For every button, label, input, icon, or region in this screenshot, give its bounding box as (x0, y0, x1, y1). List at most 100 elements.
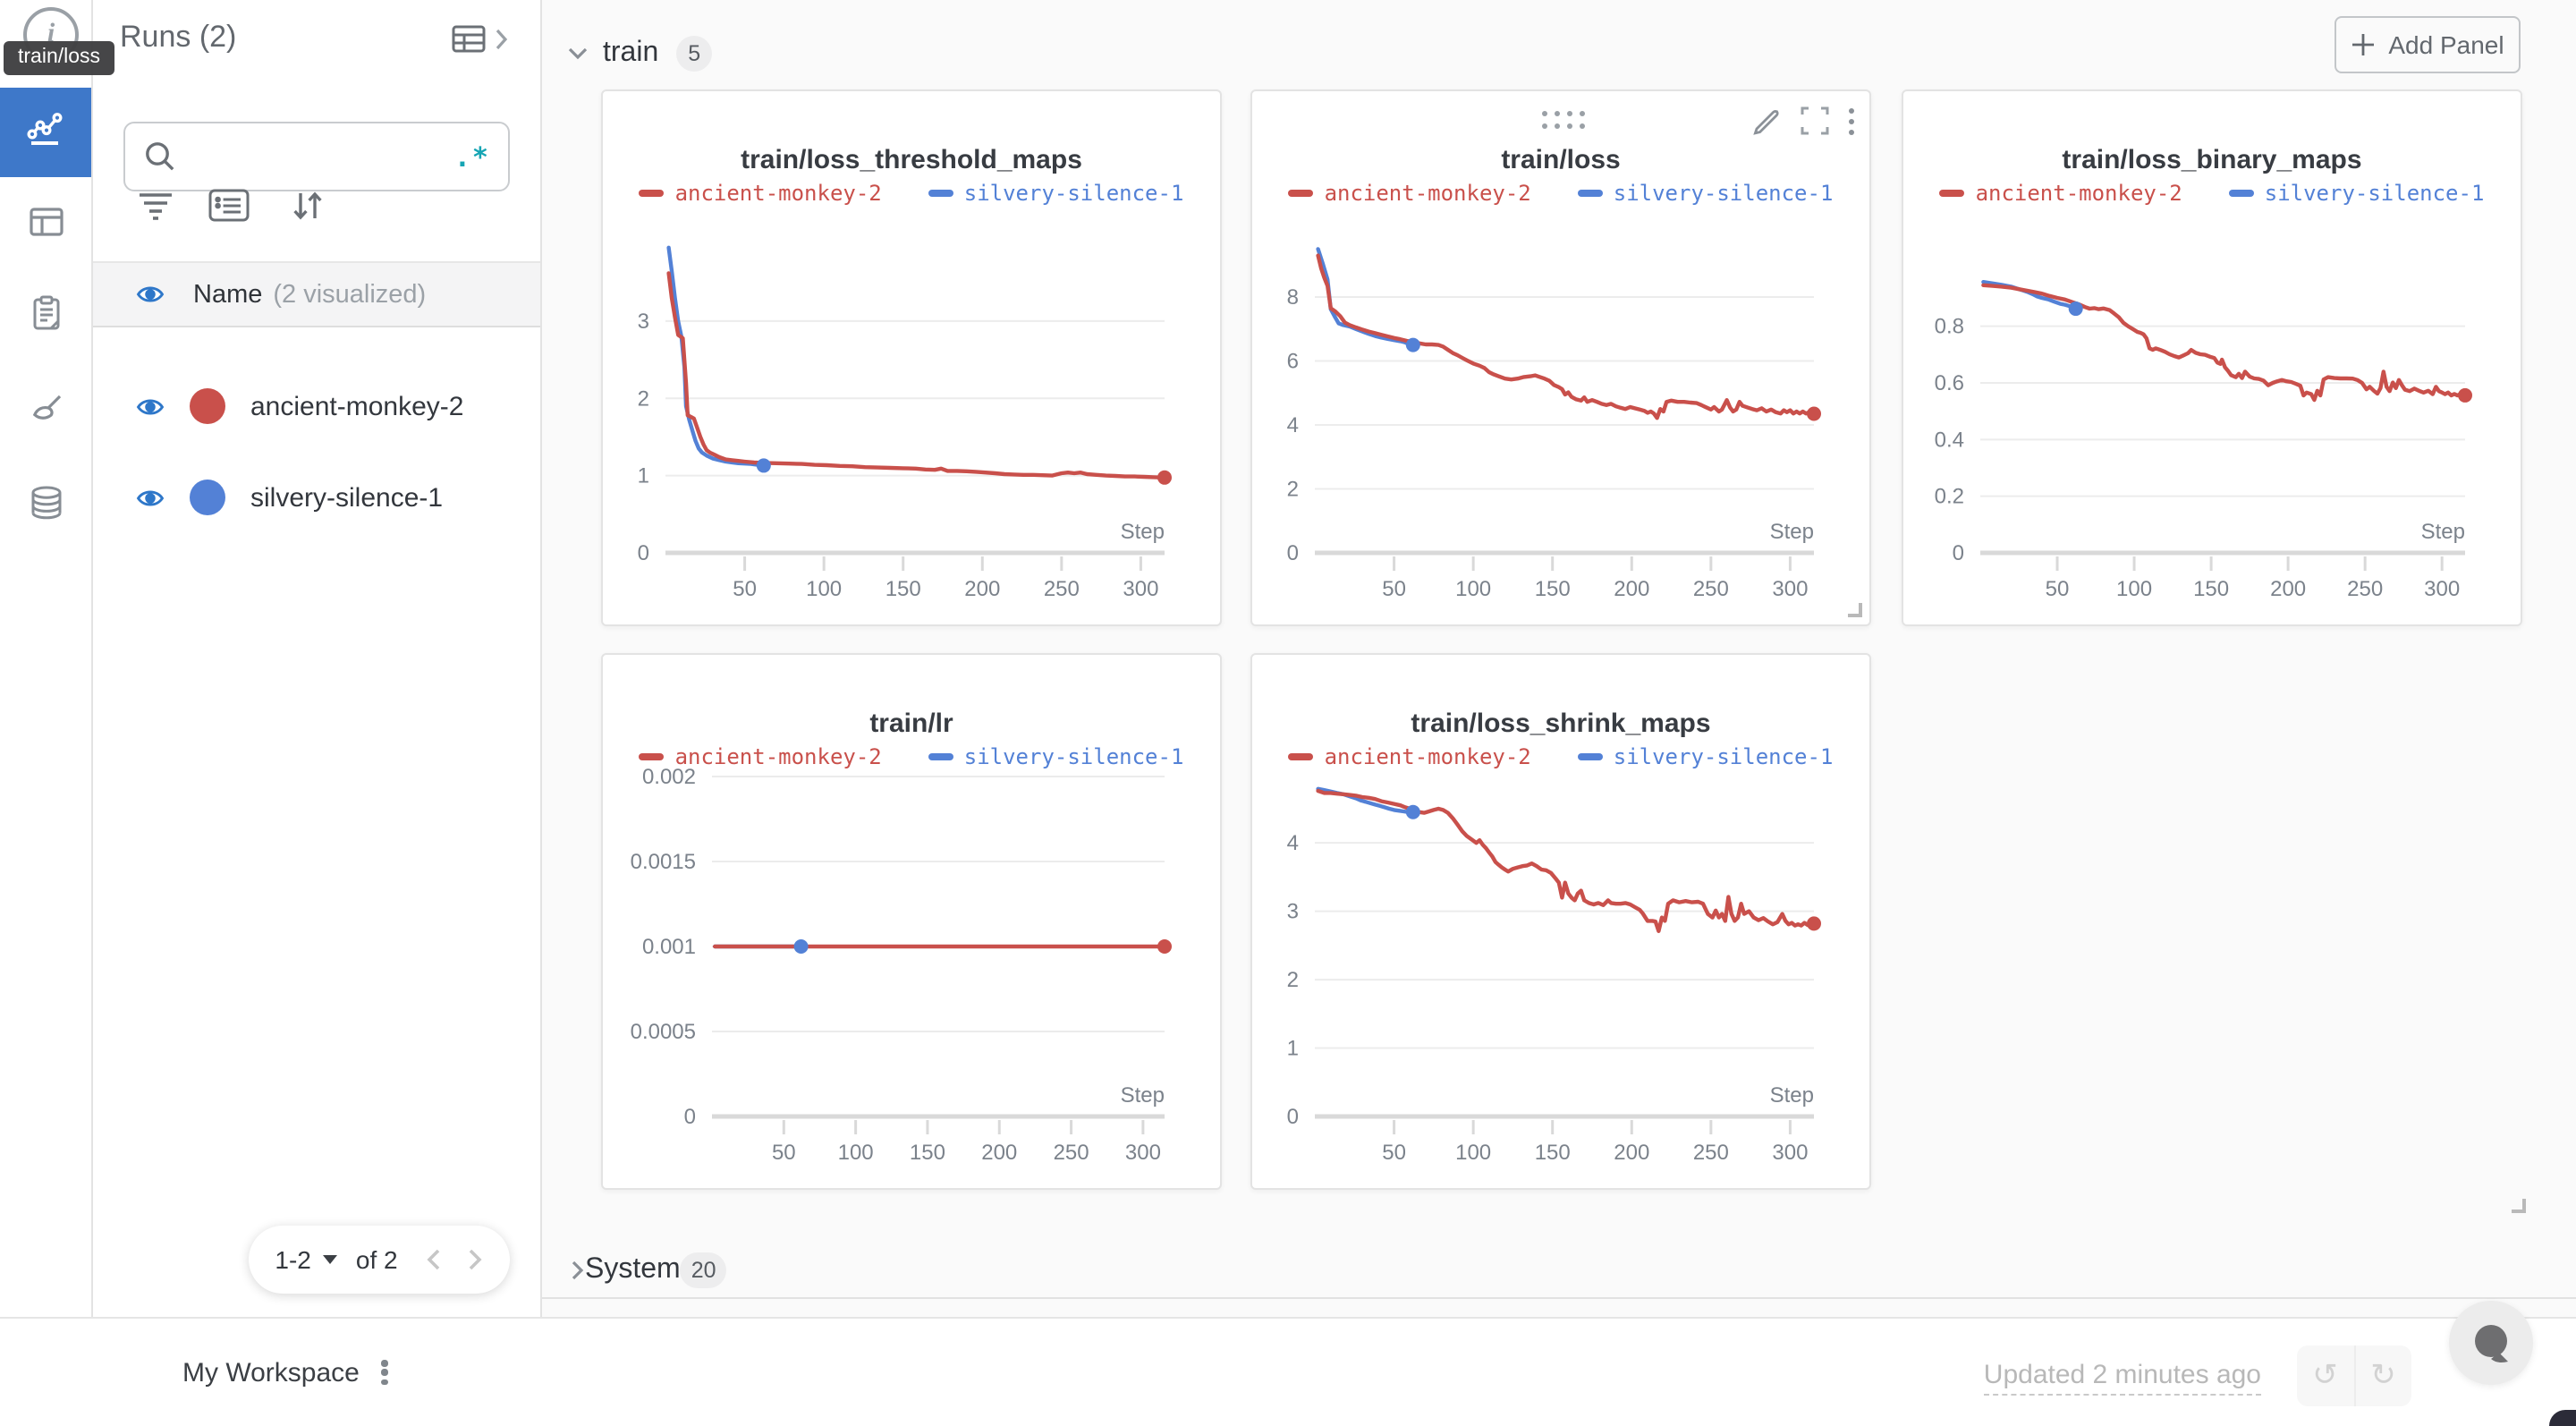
intercom-corner (2549, 1410, 2576, 1426)
chart-panel[interactable]: train/lr ancient-monkey-2 silvery-silence… (601, 653, 1222, 1190)
legend-entry[interactable]: silvery-silence-1 (928, 181, 1183, 206)
edit-panel-icon[interactable] (1751, 106, 1782, 136)
legend-label: silvery-silence-1 (1613, 744, 1834, 769)
legend-swatch (639, 753, 665, 760)
next-page-button[interactable] (468, 1247, 484, 1272)
visibility-toggle[interactable] (136, 395, 165, 418)
svg-text:100: 100 (2116, 577, 2152, 601)
runs-header-row: Name (2 visualized) (93, 261, 540, 327)
chat-launcher-button[interactable] (2449, 1301, 2533, 1385)
svg-text:200: 200 (981, 1141, 1017, 1165)
legend-entry[interactable]: silvery-silence-1 (2228, 181, 2485, 206)
caret-down-icon[interactable] (322, 1254, 338, 1265)
legend-swatch (1288, 753, 1314, 760)
svg-text:0: 0 (638, 541, 649, 565)
svg-text:0.0005: 0.0005 (631, 1020, 696, 1044)
panel-title: train/loss_shrink_maps (1411, 709, 1711, 739)
nav-artifacts[interactable] (0, 462, 91, 551)
chart-panel[interactable]: train/loss_binary_maps ancient-monkey-2 s… (1902, 89, 2522, 626)
chevron-down-icon (567, 47, 589, 61)
section-system-header[interactable]: System 20 (542, 1242, 2576, 1299)
chart-panel[interactable]: train/loss_threshold_maps ancient-monkey… (601, 89, 1222, 626)
redo-icon: ↻ (2370, 1358, 2396, 1392)
workspace-menu-kebab-icon[interactable] (370, 1356, 399, 1388)
panel-resize-handle[interactable] (1848, 603, 1862, 617)
svg-text:300: 300 (1772, 577, 1808, 601)
search-input[interactable] (191, 140, 454, 173)
page-range[interactable]: 1-2 (275, 1245, 311, 1274)
list-details-icon (208, 185, 250, 233)
undo-redo-group: ↺ ↻ (2297, 1345, 2411, 1406)
svg-text:Step: Step (1770, 520, 1814, 544)
visibility-toggle[interactable] (136, 486, 165, 509)
panel-title: train/loss_binary_maps (2062, 145, 2362, 175)
runs-title: Runs (2) (120, 20, 237, 54)
run-name[interactable]: ancient-monkey-2 (250, 391, 464, 421)
svg-text:1: 1 (1287, 1037, 1299, 1061)
runs-sidebar: Runs (2) .* (93, 0, 542, 1317)
last-updated[interactable]: Updated 2 minutes ago (1983, 1360, 2261, 1396)
legend-swatch (639, 190, 665, 197)
fullscreen-icon[interactable] (1800, 106, 1830, 136)
redo-button[interactable]: ↻ (2355, 1345, 2411, 1406)
page-total: of 2 (355, 1245, 398, 1274)
section-resize-handle[interactable] (2512, 1199, 2526, 1213)
svg-text:200: 200 (2270, 577, 2306, 601)
run-name[interactable]: silvery-silence-1 (250, 482, 444, 513)
svg-text:0.0015: 0.0015 (631, 850, 696, 874)
legend-swatch (928, 190, 953, 197)
visibility-all-toggle[interactable] (136, 283, 165, 306)
section-train-header[interactable]: train 5 (542, 25, 2576, 82)
undo-button[interactable]: ↺ (2297, 1345, 2355, 1406)
legend-entry[interactable]: ancient-monkey-2 (1288, 181, 1531, 206)
chart-panel[interactable]: train/loss ancient-monkey-2 silvery-silen… (1250, 89, 1871, 626)
panel-legend: ancient-monkey-2 silvery-silence-1 (1903, 181, 2521, 206)
legend-entry[interactable]: ancient-monkey-2 (639, 744, 882, 769)
nav-sweeps[interactable] (0, 369, 91, 458)
table-icon (451, 21, 490, 66)
run-list-toolbar (93, 186, 540, 233)
nav-workspace-charts[interactable] (0, 88, 91, 177)
legend-entry[interactable]: silvery-silence-1 (1577, 181, 1833, 206)
svg-text:Step: Step (2421, 520, 2465, 544)
legend-entry[interactable]: ancient-monkey-2 (1288, 744, 1531, 769)
add-panel-button[interactable]: Add Panel (2334, 16, 2521, 73)
columns-button[interactable] (206, 186, 252, 233)
chart-panel[interactable]: train/loss_shrink_maps ancient-monkey-2 s… (1250, 653, 1871, 1190)
svg-text:Step: Step (1770, 1083, 1814, 1108)
nav-logs[interactable] (0, 272, 91, 361)
run-row[interactable]: silvery-silence-1 (93, 451, 540, 544)
svg-text:3: 3 (638, 310, 649, 334)
svg-text:200: 200 (1614, 1141, 1649, 1165)
undo-icon: ↺ (2312, 1358, 2338, 1392)
drag-handle-icon[interactable] (1538, 107, 1589, 132)
svg-text:Step: Step (1121, 1083, 1165, 1108)
prev-page-button[interactable] (427, 1247, 443, 1272)
legend-entry[interactable]: silvery-silence-1 (1577, 744, 1834, 769)
run-color-dot (190, 480, 225, 515)
nav-panels[interactable] (0, 181, 91, 270)
filter-button[interactable] (132, 186, 179, 233)
workspace-name[interactable]: My Workspace (182, 1358, 360, 1388)
legend-entry[interactable]: ancient-monkey-2 (1939, 181, 2182, 206)
legend-entry[interactable]: silvery-silence-1 (928, 744, 1183, 769)
runs-pagination: 1-2 of 2 (249, 1226, 510, 1294)
svg-text:2: 2 (1287, 968, 1299, 992)
filter-icon (136, 185, 175, 233)
legend-label: silvery-silence-1 (2264, 181, 2485, 206)
svg-text:2: 2 (1287, 478, 1299, 502)
legend-swatch (1577, 190, 1603, 197)
panel-legend: ancient-monkey-2 silvery-silence-1 (603, 181, 1220, 206)
sort-button[interactable] (284, 186, 331, 233)
panel-title: train/loss (1501, 145, 1621, 175)
svg-text:0.001: 0.001 (642, 935, 696, 959)
regex-toggle-icon[interactable]: .* (453, 140, 490, 173)
runs-table-button[interactable] (451, 21, 508, 66)
legend-entry[interactable]: ancient-monkey-2 (639, 181, 882, 206)
svg-text:250: 250 (1054, 1141, 1089, 1165)
svg-text:150: 150 (1535, 577, 1571, 601)
run-row[interactable]: ancient-monkey-2 (93, 360, 540, 453)
line-chart: 0 2 4 6 8 50 100 150 200 250 300 Step (1287, 247, 1821, 601)
kebab-menu-icon[interactable] (1848, 106, 1855, 135)
